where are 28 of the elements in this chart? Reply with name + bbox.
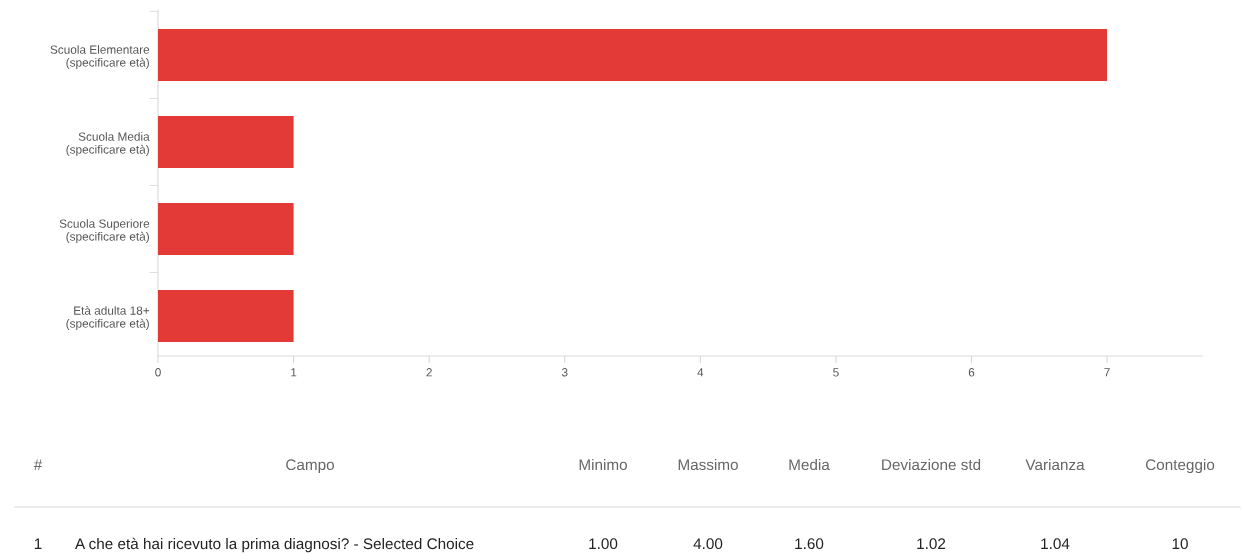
x-tick-label: 2 (426, 368, 432, 377)
x-tick-label: 5 (833, 368, 839, 377)
text: 10 (1172, 538, 1188, 550)
x-tick-label: 0 (155, 368, 161, 377)
text: Minimo (579, 458, 627, 471)
text: Media (789, 458, 830, 471)
text: Varianza (1025, 458, 1085, 471)
text: 1 (34, 538, 42, 549)
text: Deviazione std (882, 458, 981, 471)
text: 4.00 (693, 538, 723, 550)
y-tick-label: Scuola Elementare (specificare età) (50, 45, 150, 70)
text: Massimo (678, 458, 738, 471)
y-tick-label: Scuola Media (specificare età) (66, 132, 150, 157)
text: Campo (286, 459, 334, 474)
text: 1.00 (589, 538, 618, 550)
text: 1.02 (917, 538, 946, 550)
x-tick-label: 4 (697, 368, 704, 377)
y-tick-label: Scuola Superiore (specificare età) (59, 219, 150, 244)
y-tick-label: Età adulta 18+ (specificare età) (66, 305, 150, 331)
x-tick-label: 3 (561, 368, 568, 377)
x-tick-label: 7 (1104, 368, 1110, 377)
x-tick-label: 1 (291, 368, 297, 377)
text: 1.60 (795, 538, 824, 550)
text: # (33, 459, 43, 470)
x-tick-label: 6 (968, 368, 975, 377)
text: 1.04 (1041, 538, 1070, 550)
text: Conteggio (1145, 458, 1215, 474)
text: A che età hai ricevuto la prima diagnosi? - Selected Choice (75, 537, 474, 553)
